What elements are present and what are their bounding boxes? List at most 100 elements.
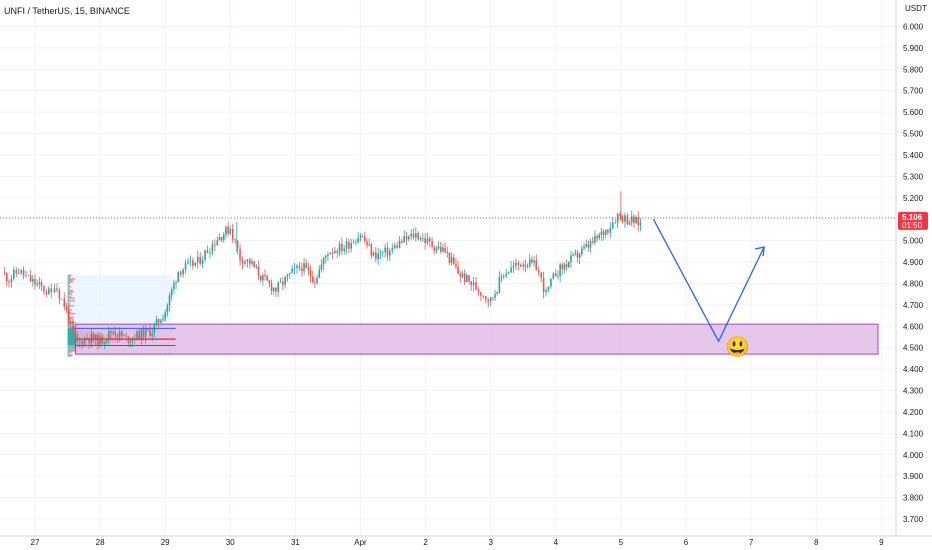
candle-down	[199, 256, 201, 264]
candle-down	[348, 241, 350, 249]
candle-up	[515, 262, 517, 266]
time-tick-label: Apr	[354, 538, 367, 547]
candle-down	[8, 281, 10, 283]
projection-arrow[interactable]	[652, 218, 765, 343]
candle-up	[277, 282, 279, 292]
candle-up	[244, 261, 246, 264]
candle-up	[635, 217, 637, 224]
profile-bar-up	[67, 352, 69, 355]
candle-down	[22, 269, 25, 276]
candle-up	[173, 282, 175, 290]
candle-up	[639, 222, 642, 226]
candle-down	[81, 340, 83, 345]
profile-bar-down	[68, 287, 70, 289]
candle-down	[417, 233, 419, 240]
profile-bar-down	[69, 355, 72, 357]
candle-down	[268, 280, 271, 284]
candle-up	[533, 260, 535, 263]
candle-down	[431, 241, 433, 247]
profile-bar-down	[69, 319, 71, 321]
candle-down	[448, 252, 451, 263]
candle-up	[589, 241, 592, 248]
candle-down	[121, 331, 123, 336]
profile-bar-down	[69, 316, 73, 319]
candle-up	[334, 251, 336, 254]
candle-down	[457, 267, 459, 274]
candle-up	[505, 273, 507, 277]
candle-up	[25, 275, 27, 277]
candle-up	[160, 320, 162, 323]
candle-up	[388, 250, 391, 256]
candle-down	[5, 273, 8, 282]
candle-up	[393, 245, 396, 249]
candle-down	[192, 260, 194, 266]
time-axis[interactable]: 27 28 29 30 31 Apr 2 3 4 5 6 7 8 9	[31, 538, 885, 547]
candle-down	[482, 295, 485, 297]
profile-bar-down	[68, 298, 70, 301]
candle-down	[517, 262, 520, 265]
candle-up	[372, 252, 375, 256]
candle-up	[17, 273, 20, 275]
candle-up	[155, 319, 158, 325]
candle-up	[320, 264, 323, 270]
candle-up	[408, 236, 410, 240]
profile-bar-up	[67, 298, 69, 301]
candle-up	[112, 331, 114, 334]
candle-up	[164, 312, 166, 319]
candle-up	[426, 238, 429, 244]
candle-down	[424, 238, 426, 244]
candle-down	[565, 264, 568, 267]
candle-down	[366, 241, 368, 246]
price-tick-label: 4.000	[903, 451, 924, 460]
price-tick-label: 3.900	[903, 472, 924, 481]
candle-up	[177, 271, 180, 282]
profile-bar-down	[69, 274, 72, 276]
candle-down	[264, 275, 266, 277]
candle-down	[142, 329, 145, 338]
candle-up	[201, 259, 204, 264]
time-tick-label: 5	[619, 538, 624, 547]
profile-bar-up	[67, 303, 69, 306]
time-tick-label: 4	[554, 538, 559, 547]
price-tag-value: 5.106	[902, 213, 923, 222]
price-tick-label: 3.800	[903, 494, 924, 503]
candle-up	[496, 291, 499, 294]
time-tick-label: 28	[96, 538, 105, 547]
profile-bar-up	[67, 343, 82, 346]
profile-bar-up	[67, 305, 71, 307]
price-tick-label: 4.400	[903, 365, 924, 374]
candle-down	[50, 288, 53, 293]
demand-zone[interactable]	[74, 323, 879, 355]
candle-up	[329, 252, 332, 255]
candle-up	[507, 272, 510, 274]
profile-bar-up	[67, 325, 73, 328]
candle-up	[466, 275, 468, 282]
candle-down	[633, 216, 635, 224]
price-tick-label: 5.000	[903, 237, 924, 246]
profile-levels	[75, 327, 176, 347]
profile-bar-up	[67, 296, 70, 298]
candle-down	[446, 252, 449, 254]
candle-up	[140, 329, 143, 340]
candle-up	[286, 274, 289, 277]
candle-down	[231, 229, 234, 240]
candle-down	[455, 263, 457, 268]
candle-up	[624, 215, 626, 222]
candle-down	[43, 286, 45, 292]
candle-up	[550, 278, 552, 287]
profile-bar-up	[67, 289, 70, 292]
price-tick-label: 4.600	[903, 322, 924, 331]
candle-up	[53, 288, 56, 293]
candle-up	[403, 236, 406, 243]
candle-down	[241, 260, 244, 264]
candle-up	[604, 229, 607, 235]
time-tick-label: 9	[879, 538, 884, 547]
candle-down	[361, 235, 364, 237]
candle-up	[382, 252, 384, 253]
candle-up	[461, 273, 464, 277]
candle-up	[494, 293, 496, 298]
candle-down	[239, 248, 241, 261]
candle-down	[97, 334, 99, 346]
candle-up	[296, 265, 298, 268]
